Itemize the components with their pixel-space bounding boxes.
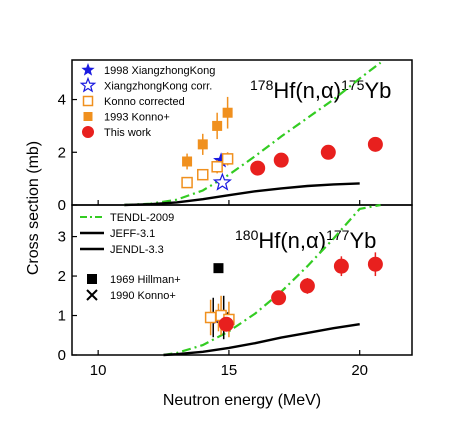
this-work-point	[273, 152, 289, 168]
y-tick-label: 2	[58, 144, 66, 161]
legend-label: 1998 XiangzhongKong	[104, 65, 215, 77]
legend-marker-3	[83, 112, 93, 121]
bottom-reaction-label: 180Hf(n,α)177Yb	[235, 227, 376, 253]
konno-corrected-point	[181, 176, 193, 189]
legend-label: 1993 Konno+	[104, 112, 170, 124]
this-work-point	[271, 290, 287, 306]
legend-marker-2	[82, 95, 94, 107]
legend-label: JENDL-3.3	[110, 244, 164, 256]
x-axis-label: Neutron energy (MeV)	[163, 392, 321, 409]
x-tick-label: 20	[351, 362, 368, 379]
bottom-curve-jeff-3-1	[163, 323, 360, 357]
y-tick-label: 3	[58, 229, 66, 246]
this-work-point	[367, 136, 383, 152]
legend-label: 1990 Konno+	[110, 290, 176, 302]
legend-label: Konno corrected	[104, 96, 185, 108]
this-work-point	[250, 160, 266, 176]
top-curve-jeff-3-1	[124, 182, 360, 207]
this-work-point	[299, 278, 315, 294]
y-tick-label: 0	[58, 197, 66, 214]
legend-label: JEFF-3.1	[110, 228, 155, 240]
legend-marker-4	[82, 126, 94, 138]
this-work-point	[367, 256, 383, 272]
y-tick-label: 1	[58, 308, 66, 325]
legend-label: This work	[104, 127, 152, 139]
legend-marker-0	[81, 63, 95, 76]
1969-hillman--point	[213, 263, 224, 274]
y-tick-label: 4	[58, 92, 66, 109]
1993-konno--point	[222, 107, 233, 118]
bottom-panel-frame	[71, 204, 413, 356]
xiangzhongkong-corr--point	[212, 172, 232, 191]
this-work-point	[320, 144, 336, 160]
1993-konno--point	[182, 156, 193, 167]
top-curve-tendl-2009	[124, 61, 382, 207]
konno-corrected-point	[211, 161, 223, 173]
x-tick-label: 15	[221, 362, 238, 379]
konno-corrected-point	[221, 153, 234, 165]
konno-corrected-point	[204, 311, 217, 324]
y-tick-label: 0	[58, 347, 66, 364]
this-work-point	[218, 316, 234, 332]
1993-konno--point	[197, 139, 208, 150]
bottom-curve-tendl-2009	[163, 203, 381, 357]
top-reaction-label: 178Hf(n,α)175Yb	[250, 77, 391, 103]
1998-xiangzhongkong-point	[213, 152, 230, 168]
y-tick-label: 2	[58, 268, 66, 285]
legend-marker-3	[87, 274, 97, 284]
legend-marker-4	[86, 289, 98, 301]
legend-marker-1	[79, 76, 97, 93]
legend-label: XiangzhongKong corr.	[104, 81, 212, 93]
y-axis-label: Cross section (mb)	[25, 141, 42, 275]
x-tick-label: 10	[90, 362, 107, 379]
legend-label: TENDL-2009	[110, 212, 174, 224]
legend-label: 1969 Hillman+	[110, 274, 181, 286]
1993-konno--point	[212, 120, 223, 131]
konno-corrected-point	[197, 168, 209, 181]
this-work-point	[333, 258, 349, 274]
